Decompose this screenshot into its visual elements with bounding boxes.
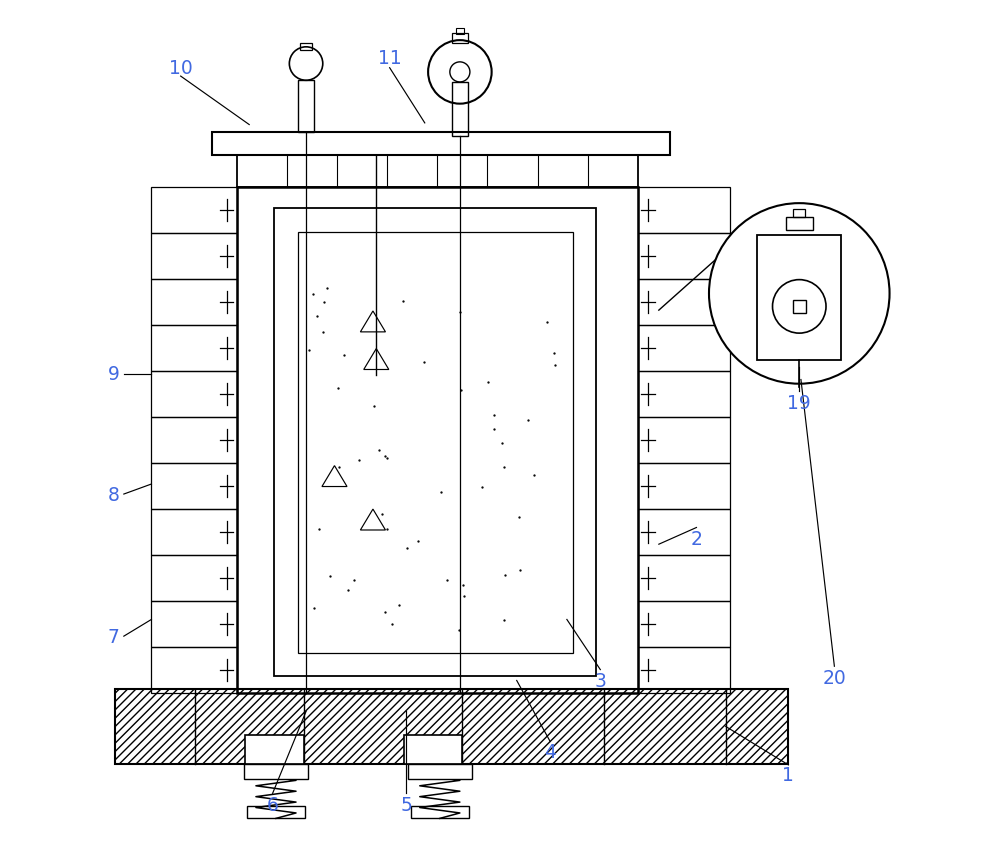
Text: 5: 5 [400, 795, 412, 814]
Bar [151, 602, 237, 648]
Bar [408, 764, 472, 780]
Bar [151, 463, 237, 509]
Text: 10: 10 [169, 59, 193, 78]
Circle shape [709, 204, 890, 384]
Bar [638, 602, 730, 648]
Bar [786, 217, 813, 231]
Bar [638, 463, 730, 509]
Text: 9: 9 [108, 365, 120, 383]
Bar [300, 43, 312, 51]
Bar [151, 648, 237, 694]
Bar [151, 509, 237, 556]
Bar [638, 234, 730, 279]
Bar [638, 325, 730, 371]
Bar [212, 133, 670, 156]
Bar [298, 81, 314, 133]
Bar [151, 325, 237, 371]
Text: 3: 3 [594, 671, 606, 690]
Bar [247, 806, 305, 819]
Bar [115, 689, 788, 764]
Text: 19: 19 [787, 393, 811, 412]
Bar [237, 188, 638, 694]
Bar [245, 735, 304, 764]
Bar [151, 371, 237, 417]
Bar [638, 188, 730, 234]
Text: 4: 4 [544, 742, 556, 761]
Bar [638, 371, 730, 417]
Bar [757, 236, 841, 361]
Bar [151, 234, 237, 279]
Text: 1: 1 [782, 766, 794, 785]
Bar [793, 301, 806, 314]
Text: 6: 6 [267, 795, 279, 814]
Bar [638, 648, 730, 694]
Bar [452, 83, 468, 137]
Bar [274, 209, 596, 676]
Bar [151, 279, 237, 325]
Text: 11: 11 [378, 49, 402, 68]
Bar [237, 156, 638, 188]
Bar [411, 806, 469, 819]
Circle shape [773, 280, 826, 334]
Text: 8: 8 [108, 485, 120, 504]
Bar [452, 34, 468, 43]
Bar [793, 210, 805, 218]
Bar [298, 233, 573, 653]
Bar [404, 735, 462, 764]
Text: 7: 7 [108, 627, 120, 646]
Bar [638, 556, 730, 602]
Bar [638, 509, 730, 556]
Bar [638, 417, 730, 463]
Text: 20: 20 [823, 669, 846, 688]
Bar [456, 29, 464, 35]
Bar [638, 279, 730, 325]
Bar [151, 417, 237, 463]
Bar [151, 556, 237, 602]
Text: 2: 2 [691, 529, 702, 548]
Bar [151, 188, 237, 234]
Bar [244, 764, 308, 780]
